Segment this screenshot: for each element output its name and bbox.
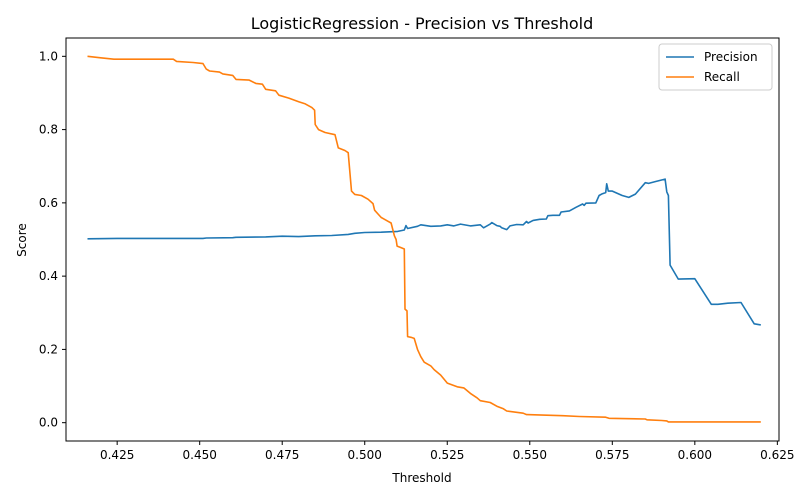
y-tick-label: 0.0 — [39, 416, 58, 430]
x-tick-label: 0.550 — [513, 448, 547, 462]
y-tick-label: 0.4 — [39, 269, 58, 283]
chart-title: LogisticRegression - Precision vs Thresh… — [251, 14, 594, 33]
x-tick-label: 0.575 — [595, 448, 629, 462]
legend-recall-label: Recall — [704, 70, 740, 84]
y-tick-label: 0.2 — [39, 342, 58, 356]
series-layer — [87, 55, 761, 423]
legend: Precision Recall — [658, 43, 773, 91]
y-tick-label: 0.8 — [39, 123, 58, 137]
x-tick-label: 0.475 — [265, 448, 299, 462]
plot-frame — [65, 37, 780, 442]
x-tick-label: 0.500 — [348, 448, 382, 462]
y-tick-label: 1.0 — [39, 49, 58, 63]
x-axis-label: Threshold — [391, 471, 451, 485]
series-line-precision — [87, 178, 761, 326]
y-tick-label: 0.6 — [39, 196, 58, 210]
legend-box — [658, 43, 773, 91]
legend-precision-label: Precision — [704, 50, 758, 64]
series-line-recall — [87, 55, 761, 423]
y-axis-ticks: 0.0 0.2 0.4 0.6 0.8 1.0 — [39, 49, 66, 430]
x-tick-label: 0.525 — [430, 448, 464, 462]
x-tick-label: 0.450 — [183, 448, 217, 462]
x-tick-label: 0.625 — [760, 448, 794, 462]
x-axis-ticks: 0.425 0.450 0.475 0.500 0.525 0.550 0.575 0.600… — [100, 441, 795, 462]
x-tick-label: 0.425 — [100, 448, 134, 462]
y-axis-label: Score — [15, 223, 29, 257]
x-tick-label: 0.600 — [678, 448, 712, 462]
